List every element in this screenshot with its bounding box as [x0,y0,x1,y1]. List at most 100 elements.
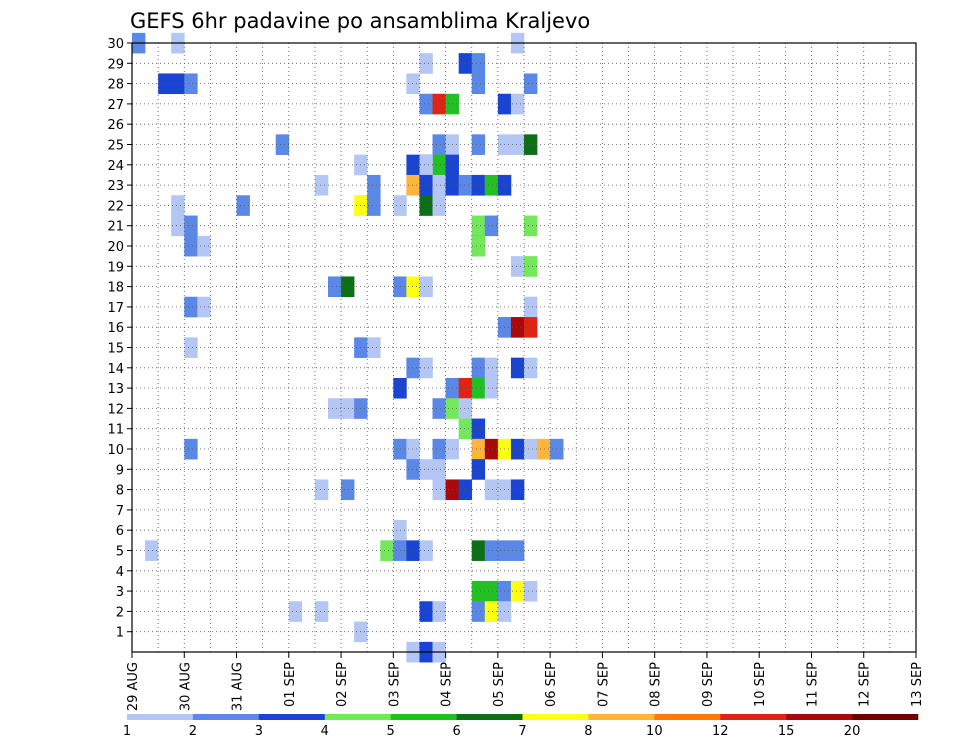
y-tick-label: 28 [107,78,124,93]
heatmap-cell [432,459,446,480]
heatmap-cell [419,601,433,622]
cells-layer [132,32,564,663]
x-tick-label: 03 SEP [387,662,402,707]
x-tick-label: 06 SEP [544,662,559,707]
y-tick-label: 7 [116,504,124,519]
y-tick-label: 25 [107,139,124,154]
legend-label: 15 [778,724,795,739]
heatmap-cell [471,601,486,622]
y-tick-label: 6 [116,524,124,539]
y-tick-label: 9 [116,463,124,478]
y-tick-label: 4 [116,565,124,580]
heatmap-cell [328,398,342,419]
y-tick-label: 20 [107,240,124,255]
legend-label: 6 [452,724,460,739]
legend-label: 10 [646,724,663,739]
heatmap-cell [484,540,499,561]
heatmap-cell [524,256,538,277]
y-tick-label: 8 [116,484,124,499]
x-tick-label: 09 SEP [701,662,716,707]
y-tick-label: 27 [107,98,124,113]
legend-swatch [720,714,787,720]
heatmap-cell [145,540,159,561]
x-tick-label: 02 SEP [335,662,350,707]
heatmap-cell [510,438,525,460]
heatmap-cell [184,215,198,237]
heatmap-cell [458,398,473,419]
y-tick-label: 3 [116,585,124,600]
heatmap-cell [510,357,525,379]
y-tick-label: 11 [107,423,124,438]
heatmap-cell [458,174,473,196]
legend-label: 4 [321,724,329,739]
y-tick-label: 2 [116,605,124,620]
legend: 1 2 3 4 5 6 7 8 10 12 15 20 [123,714,919,739]
heatmap-cell [406,73,420,95]
heatmap-cell [314,174,329,196]
heatmap-cell [419,93,433,115]
heatmap-cell [432,154,446,176]
heatmap-cell [471,73,486,95]
heatmap-cell [510,317,525,338]
y-tick-label: 30 [107,37,124,52]
heatmap-cell [524,73,538,95]
legend-label: 3 [255,724,263,739]
y-tick-label: 14 [107,362,124,377]
y-axis: 1234567891011121314151617181920212223242… [107,37,132,641]
legend-label: 7 [518,724,526,739]
heatmap-cell [341,479,355,501]
heatmap-cell [406,459,420,480]
heatmap-cell [406,276,420,298]
heatmap-cell [406,540,420,561]
heatmap-cell [484,377,499,399]
x-tick-label: 05 SEP [492,662,507,707]
legend-label: 12 [712,724,729,739]
heatmap-cell [406,174,420,196]
legend-label: 8 [584,724,592,739]
heatmap-cell [419,174,433,196]
heatmap-cell [367,337,381,358]
heatmap-cell [484,601,499,622]
heatmap-cell [471,215,486,237]
chart-title: GEFS 6hr padavine po ansamblima Kraljevo [130,9,590,33]
heatmap-cell [484,479,499,501]
y-tick-label: 10 [107,443,124,458]
heatmap-cell [471,134,486,155]
heatmap-cell [171,195,185,216]
heatmap-cell [524,580,538,602]
heatmap-cell [524,317,538,338]
legend-label: 20 [844,724,861,739]
y-tick-label: 18 [107,281,124,296]
heatmap-cell [314,601,329,622]
heatmap-cell [432,174,446,196]
heatmap-cell [458,479,473,501]
heatmap-cell [471,418,486,440]
heatmap-cell [471,438,486,460]
heatmap-cell [458,377,473,399]
y-tick-label: 24 [107,159,124,174]
legend-swatch [456,714,523,720]
y-tick-label: 22 [107,199,124,214]
y-tick-label: 12 [107,402,124,417]
heatmap-cell [524,215,538,237]
y-tick-label: 21 [107,220,124,235]
heatmap-cell [432,195,446,216]
heatmap-cell [341,398,355,419]
heatmap-cell [484,357,499,379]
x-tick-label: 01 SEP [283,662,298,707]
heatmap-cell [432,134,446,155]
heatmap-cell [275,134,290,155]
heatmap-cell [419,154,433,176]
heatmap-cell [184,235,198,257]
heatmap-cell [288,601,303,622]
legend-swatch [852,714,919,720]
x-tick-label: 30 AUG [178,662,193,711]
legend-label: 2 [189,724,197,739]
legend-label: 5 [387,724,395,739]
legend-swatch [390,714,457,720]
heatmap-cell [171,73,185,95]
heatmap-cell [419,53,433,74]
x-tick-label: 11 SEP [805,662,820,707]
legend-swatch [654,714,721,720]
heatmap-cell [471,540,486,561]
